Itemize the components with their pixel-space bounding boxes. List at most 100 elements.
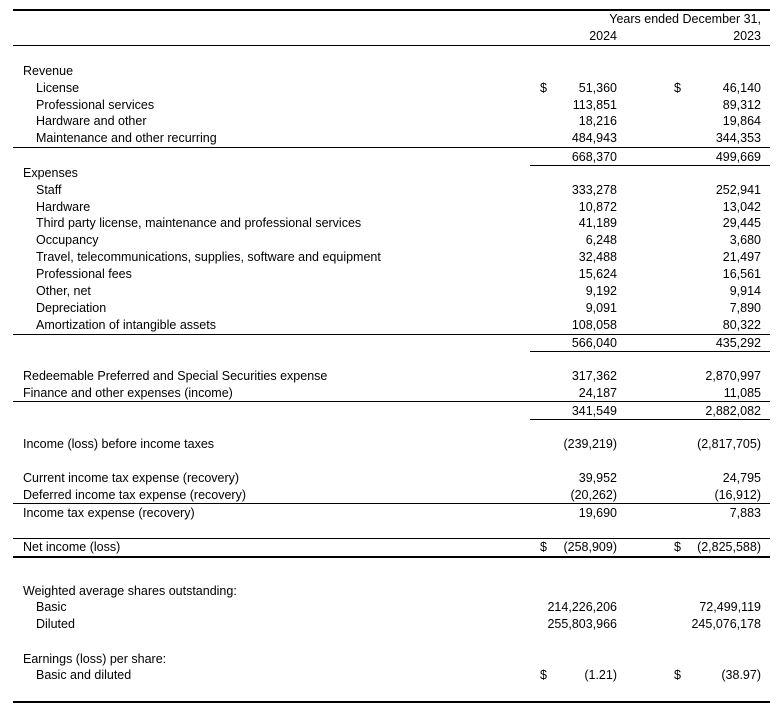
subtotal-rule: [530, 419, 770, 420]
shares-heading: Weighted average shares outstanding:: [23, 584, 237, 598]
currency-symbol: $: [674, 540, 681, 554]
value-2023: 344,353: [715, 131, 761, 145]
value-2024: 113,851: [572, 98, 617, 112]
subtotal-rule: [13, 334, 770, 335]
value-2023: 7,883: [729, 506, 761, 520]
value-2024: 39,952: [578, 471, 617, 485]
value-2024: 15,624: [578, 267, 617, 281]
row-label: License: [36, 81, 80, 95]
row-label: Current income tax expense (recovery): [23, 471, 240, 485]
value-2024: 41,189: [578, 216, 617, 230]
table-bottom-rule: [13, 701, 770, 703]
value-2024: (239,219): [563, 437, 617, 451]
row-label: Finance and other expenses (income): [23, 386, 233, 400]
row-label: Redeemable Preferred and Special Securit…: [23, 369, 328, 383]
net-income-label: Net income (loss): [23, 540, 121, 554]
subtotal-rule: [530, 165, 770, 166]
expenses-total-2024: 566,040: [571, 336, 617, 350]
row-label: Maintenance and other recurring: [36, 131, 217, 145]
value-2024: 6,248: [585, 233, 617, 247]
value-2023: (2,817,705): [697, 437, 761, 451]
row-label: Amortization of intangible assets: [36, 318, 216, 332]
other-total-2024: 341,549: [571, 404, 617, 418]
value-2023: 21,497: [722, 250, 761, 264]
revenue-total-2023: 499,669: [715, 150, 761, 164]
value-2024: 484,943: [571, 131, 617, 145]
value-2024: 255,803,966: [547, 617, 617, 631]
currency-symbol: $: [674, 668, 681, 682]
value-2023: 3,680: [729, 233, 761, 247]
subtotal-rule: [13, 503, 770, 504]
expenses-heading: Expenses: [23, 166, 78, 180]
row-label: Professional fees: [36, 267, 132, 281]
eps-2023: (38.97): [721, 668, 761, 682]
value-2023: 24,795: [722, 471, 761, 485]
value-2023: 16,561: [722, 267, 761, 281]
net-income-2024: (258,909): [563, 540, 617, 554]
value-2023: 245,076,178: [691, 617, 761, 631]
period-label: Years ended December 31,: [609, 12, 761, 26]
row-label: Staff: [36, 183, 62, 197]
value-2023: 2,870,997: [705, 369, 761, 383]
row-label: Income tax expense (recovery): [23, 506, 195, 520]
value-2024: 333,278: [571, 183, 617, 197]
revenue-total-2024: 668,370: [571, 150, 617, 164]
subtotal-rule: [13, 401, 770, 402]
value-2023: 13,042: [722, 200, 761, 214]
revenue-heading: Revenue: [23, 64, 74, 78]
row-label: Third party license, maintenance and pro…: [36, 216, 362, 230]
year-2024-header: 2024: [589, 29, 617, 43]
eps-2024: (1.21): [584, 668, 617, 682]
value-2024: 32,488: [578, 250, 617, 264]
row-label: Basic: [36, 600, 67, 614]
currency-symbol: $: [674, 81, 681, 95]
value-2023: 7,890: [729, 301, 761, 315]
row-label: Income (loss) before income taxes: [23, 437, 215, 451]
value-2023: 72,499,119: [699, 600, 761, 614]
value-2024: 317,362: [571, 369, 617, 383]
header-rule: [13, 45, 770, 46]
row-label: Basic and diluted: [36, 668, 132, 682]
row-label: Diluted: [36, 617, 75, 631]
net-income-2023: (2,825,588): [697, 540, 761, 554]
year-2023-header: 2023: [733, 29, 761, 43]
net-income-top-rule: [13, 538, 770, 539]
net-income-bottom-rule: [13, 556, 770, 558]
value-2024: 51,360: [578, 81, 617, 95]
row-label: Other, net: [36, 284, 91, 298]
subtotal-rule: [530, 351, 770, 352]
value-2023: 19,864: [722, 114, 761, 128]
eps-heading: Earnings (loss) per share:: [23, 652, 167, 666]
value-2024: 24,187: [578, 386, 617, 400]
row-label: Hardware: [36, 200, 91, 214]
value-2024: 9,192: [585, 284, 617, 298]
value-2024: (20,262): [570, 488, 617, 502]
row-label: Hardware and other: [36, 114, 147, 128]
currency-symbol: $: [540, 540, 547, 554]
row-label: Travel, telecommunications, supplies, so…: [36, 250, 381, 264]
currency-symbol: $: [540, 668, 547, 682]
value-2023: 46,140: [722, 81, 761, 95]
value-2024: 19,690: [578, 506, 617, 520]
row-label: Professional services: [36, 98, 155, 112]
value-2024: 214,226,206: [547, 600, 617, 614]
other-total-2023: 2,882,082: [705, 404, 761, 418]
currency-symbol: $: [540, 81, 547, 95]
value-2023: 9,914: [729, 284, 761, 298]
value-2023: 29,445: [722, 216, 761, 230]
expenses-total-2023: 435,292: [715, 336, 761, 350]
row-label: Occupancy: [36, 233, 99, 247]
value-2023: 11,085: [723, 386, 761, 400]
value-2023: 252,941: [715, 183, 761, 197]
value-2023: (16,912): [714, 488, 761, 502]
value-2023: 89,312: [722, 98, 761, 112]
row-label: Deferred income tax expense (recovery): [23, 488, 247, 502]
subtotal-rule: [13, 147, 770, 148]
value-2024: 9,091: [585, 301, 617, 315]
value-2024: 108,058: [571, 318, 617, 332]
row-label: Depreciation: [36, 301, 107, 315]
value-2024: 10,872: [578, 200, 617, 214]
table-top-rule: [13, 9, 770, 11]
value-2024: 18,216: [578, 114, 617, 128]
value-2023: 80,322: [722, 318, 761, 332]
